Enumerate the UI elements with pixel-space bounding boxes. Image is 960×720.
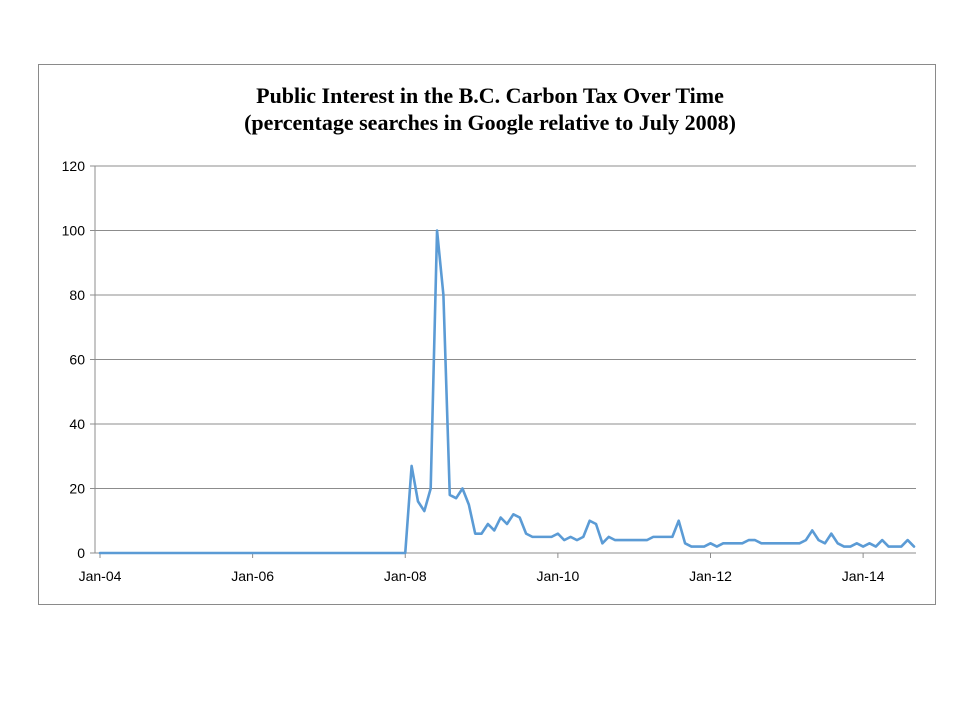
x-tick-label: Jan-08 [384,568,427,584]
y-tick-label: 20 [69,481,85,497]
x-tick-label: Jan-04 [79,568,122,584]
x-tick-label: Jan-10 [536,568,579,584]
axes [90,165,916,558]
x-tick-label: Jan-14 [842,568,885,584]
chart-title-block: Public Interest in the B.C. Carbon Tax O… [0,82,960,136]
y-tick-labels: 0 20 40 60 80 100 120 [62,158,86,561]
y-tick-label: 40 [69,416,85,432]
gridlines [95,165,916,489]
chart-frame [38,64,936,605]
y-tick-label: 80 [69,287,85,303]
y-tick-label: 0 [77,545,85,561]
y-tick-label: 60 [69,352,85,368]
x-tick-label: Jan-06 [231,568,274,584]
x-tick-label: Jan-12 [689,568,732,584]
x-tick-labels: Jan-04 Jan-06 Jan-08 Jan-10 Jan-12 Jan-14 [79,568,885,584]
y-tick-label: 120 [62,158,86,174]
series-line [98,229,916,555]
chart-subtitle: (percentage searches in Google relative … [244,110,736,135]
y-tick-label: 100 [62,223,86,239]
chart-title: Public Interest in the B.C. Carbon Tax O… [256,83,724,108]
series-layer [98,229,916,555]
